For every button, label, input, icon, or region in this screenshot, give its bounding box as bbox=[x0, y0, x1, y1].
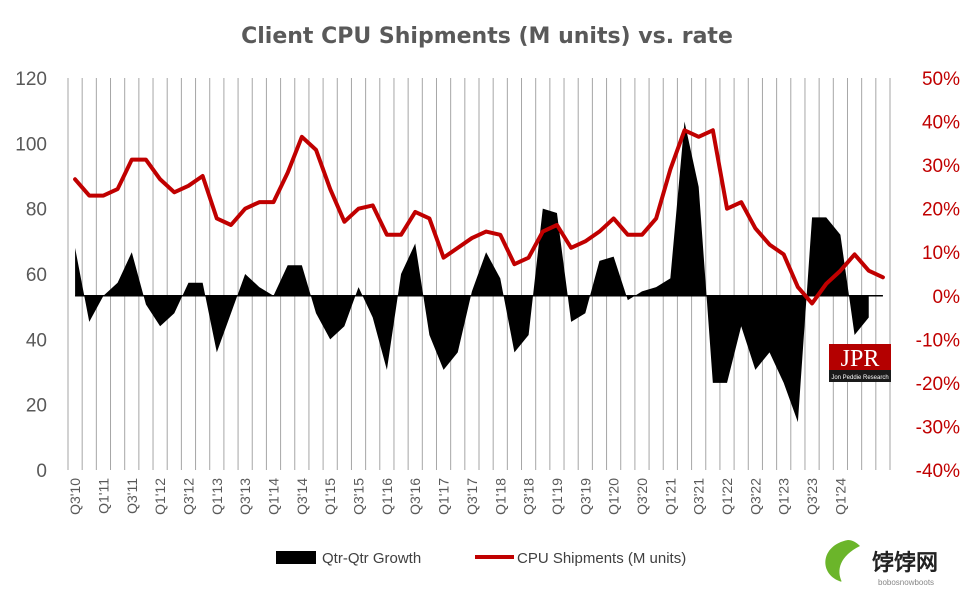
chart-title: Client CPU Shipments (M units) vs. rate bbox=[241, 24, 733, 49]
x-tick-label: Q3'13 bbox=[237, 478, 253, 515]
right-tick-label: 10% bbox=[922, 243, 960, 264]
right-tick-label: -10% bbox=[916, 330, 960, 351]
x-tick-label: Q3'18 bbox=[521, 478, 537, 515]
legend-swatch-growth bbox=[276, 551, 316, 564]
left-tick-label: 40 bbox=[26, 330, 47, 351]
x-tick-label: Q1'14 bbox=[266, 478, 282, 515]
x-tick-label: Q1'16 bbox=[379, 478, 395, 515]
growth-area-series bbox=[75, 121, 869, 423]
x-tick-label: Q3'23 bbox=[804, 478, 820, 515]
x-tick-label: Q3'16 bbox=[407, 478, 423, 515]
x-tick-label: Q1'20 bbox=[606, 478, 622, 515]
x-tick-label: Q3'15 bbox=[351, 478, 367, 515]
x-tick-label: Q1'18 bbox=[492, 478, 508, 515]
x-tick-label: Q3'10 bbox=[67, 478, 83, 515]
watermark-text: 饽饽网 bbox=[872, 550, 938, 576]
jpr-logo: JPR Jon Peddie Research bbox=[829, 344, 891, 382]
jpr-logo-title: JPR bbox=[841, 346, 880, 372]
watermark-subtext: bobosnowboots bbox=[878, 578, 934, 587]
left-tick-label: 80 bbox=[26, 200, 47, 221]
x-tick-label: Q1'24 bbox=[832, 478, 848, 515]
jpr-logo-band bbox=[829, 370, 891, 382]
x-tick-label: Q3'22 bbox=[747, 478, 763, 515]
x-tick-label: Q1'17 bbox=[436, 478, 452, 515]
right-tick-label: -20% bbox=[916, 374, 960, 395]
right-tick-label: -40% bbox=[916, 461, 960, 482]
x-tick-label: Q3'20 bbox=[634, 478, 650, 515]
x-tick-label: Q3'11 bbox=[124, 478, 140, 514]
x-tick-label: Q3'12 bbox=[180, 478, 196, 515]
left-tick-label: 60 bbox=[26, 265, 47, 286]
right-tick-label: 30% bbox=[922, 156, 960, 177]
left-tick-label: 20 bbox=[26, 396, 47, 417]
x-tick-label: Q1'15 bbox=[322, 478, 338, 515]
x-tick-label: Q1'21 bbox=[662, 478, 678, 515]
x-axis-ticks: Q3'10 Q1'11 Q3'11 Q1'12 Q3'12 Q1'13 Q3'13 Q1'14… bbox=[67, 478, 848, 515]
right-tick-label: -30% bbox=[916, 417, 960, 438]
legend-label-shipments: CPU Shipments (M units) bbox=[517, 550, 686, 567]
x-tick-label: Q3'17 bbox=[464, 478, 480, 515]
x-tick-label: Q1'12 bbox=[152, 478, 168, 515]
legend: Qtr-Qtr Growth CPU Shipments (M units) bbox=[276, 550, 686, 567]
growth-area bbox=[75, 121, 869, 423]
x-tick-label: Q3'19 bbox=[577, 478, 593, 515]
left-tick-label: 120 bbox=[15, 69, 47, 90]
right-axis-ticks: -40% -30% -20% -10% 0% 10% 20% 30% 40% 50% bbox=[916, 69, 960, 482]
jpr-logo-subtitle: Jon Peddie Research bbox=[831, 375, 888, 381]
x-tick-label: Q1'11 bbox=[95, 478, 111, 514]
legend-label-growth: Qtr-Qtr Growth bbox=[322, 550, 421, 567]
left-tick-label: 0 bbox=[36, 461, 47, 482]
x-tick-label: Q1'23 bbox=[776, 478, 792, 515]
right-tick-label: 0% bbox=[933, 287, 961, 308]
leaf-icon bbox=[825, 540, 860, 582]
left-tick-label: 100 bbox=[15, 134, 47, 155]
x-tick-label: Q1'22 bbox=[719, 478, 735, 515]
right-tick-label: 20% bbox=[922, 200, 960, 221]
shipments-line bbox=[73, 128, 885, 306]
left-axis-ticks: 0 20 40 60 80 100 120 bbox=[15, 69, 47, 482]
x-tick-label: Q3'21 bbox=[691, 478, 707, 515]
shipments-line-series bbox=[73, 128, 885, 306]
right-tick-label: 50% bbox=[922, 69, 960, 90]
right-tick-label: 40% bbox=[922, 113, 960, 134]
x-tick-label: Q3'14 bbox=[294, 478, 310, 515]
site-watermark: 饽饽网 bobosnowboots bbox=[825, 540, 938, 587]
x-tick-label: Q1'19 bbox=[549, 478, 565, 515]
x-tick-label: Q1'13 bbox=[209, 478, 225, 515]
